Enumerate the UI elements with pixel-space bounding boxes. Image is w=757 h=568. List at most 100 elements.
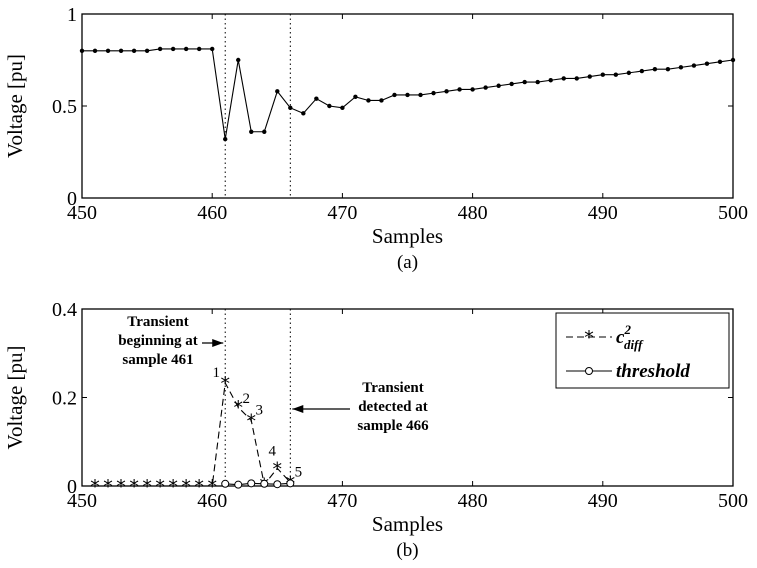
y-tick-label: 0 (67, 188, 77, 210)
data-point (470, 87, 475, 92)
x-tick-label: 490 (588, 490, 618, 512)
data-point (262, 129, 267, 134)
annotation-1: Transient beginning at sample 461 (118, 314, 224, 368)
data-point (626, 70, 632, 76)
annotation-2: Transient detected at sample 466 (292, 380, 429, 434)
point-number-label: 4 (269, 443, 277, 459)
panel-b: 450 460 470 480 490 500 0 0.2 0.4 Samples (b) Volta… (3, 299, 748, 561)
data-point (170, 46, 176, 52)
circle-marker (260, 479, 269, 488)
data-point (613, 72, 619, 77)
legend-label-c2diff: c2 diff (616, 322, 644, 352)
star-marker: * (168, 476, 178, 498)
x-tick-label: 480 (458, 202, 488, 224)
legend-label-subscript: diff (624, 337, 644, 352)
data-point (327, 103, 332, 109)
x-tick-label: 450 (67, 202, 97, 224)
legend-label-superscript: 2 (623, 322, 631, 337)
data-point (730, 57, 736, 63)
data-point (223, 136, 228, 142)
data-point (340, 105, 345, 111)
circle-marker (286, 479, 295, 488)
x-tick-label: 470 (327, 202, 357, 224)
data-point (183, 46, 189, 52)
legend-box (555, 312, 730, 389)
data-point (704, 61, 710, 66)
data-point (548, 78, 553, 83)
data-point (639, 68, 645, 74)
star-marker: * (129, 476, 139, 498)
data-point (600, 72, 605, 77)
x-tick-label: 460 (197, 490, 227, 512)
circle-marker (273, 480, 282, 489)
data-point (665, 67, 671, 72)
star-marker: * (142, 476, 152, 498)
data-point (353, 94, 358, 100)
y-tick-label: 0 (67, 476, 77, 498)
y-tick-label: 0.2 (52, 388, 77, 410)
x-tick-label: 490 (588, 202, 618, 224)
legend-star-marker: * (584, 327, 594, 349)
panel-a: 450 460 470 480 490 500 0 0.5 1 Samples (a) Voltage… (3, 4, 748, 273)
star-marker: * (220, 373, 230, 395)
y-tick-label: 0.5 (52, 96, 77, 118)
data-point (249, 129, 254, 134)
data-point (457, 87, 462, 92)
star-marker: * (247, 411, 257, 433)
legend-label-base: c (616, 327, 625, 348)
annotation-text-line: Transient (127, 314, 188, 330)
data-point (379, 98, 384, 103)
star-marker: * (103, 476, 113, 498)
data-point (79, 48, 85, 53)
x-tick-label: 480 (458, 490, 488, 512)
data-point (691, 63, 697, 68)
circle-marker (234, 480, 243, 489)
data-point (392, 92, 397, 98)
annotation-text-line: detected at (358, 399, 428, 415)
circle-marker (221, 479, 230, 488)
axes-frame-a (81, 13, 734, 199)
star-marker: * (181, 476, 191, 498)
star-marker: * (273, 458, 283, 480)
data-point (157, 46, 163, 52)
annotation-arrow-head (212, 339, 224, 347)
data-point (275, 89, 280, 94)
x-tick-label: 450 (67, 490, 97, 512)
data-point (144, 48, 150, 53)
data-point (509, 81, 514, 87)
annotation-text-line: sample 466 (357, 418, 429, 434)
point-number-label: 5 (295, 464, 303, 480)
x-tick-label: 500 (718, 202, 748, 224)
star-marker: * (116, 476, 126, 498)
panel-caption: (a) (397, 252, 418, 273)
star-marker: * (90, 476, 100, 498)
data-point (405, 92, 410, 98)
data-point (418, 92, 423, 98)
annotation-text-line: Transient (362, 380, 423, 396)
data-point (444, 89, 449, 94)
legend: * c2 diff threshold (555, 312, 730, 389)
annotation-arrow-head (292, 405, 304, 413)
data-point (92, 48, 98, 53)
x-tick-label: 460 (197, 202, 227, 224)
data-point (574, 76, 579, 81)
series-line-0 (95, 381, 291, 487)
data-point (105, 48, 111, 53)
x-axis-label: Samples (372, 512, 443, 536)
x-axis-label: Samples (372, 224, 443, 248)
data-point (652, 67, 658, 72)
data-point (483, 85, 488, 90)
circle-marker (247, 479, 256, 488)
x-tick-label: 470 (327, 490, 357, 512)
y-tick-label: 0.4 (52, 299, 77, 321)
data-point (717, 59, 723, 65)
data-point (288, 105, 293, 111)
annotation-text-line: beginning at (118, 333, 198, 349)
point-number-label: 1 (212, 365, 220, 381)
data-point (535, 79, 540, 85)
data-point (522, 79, 527, 85)
data-point (236, 57, 241, 63)
star-marker: * (155, 476, 165, 498)
panel-caption: (b) (396, 540, 418, 561)
